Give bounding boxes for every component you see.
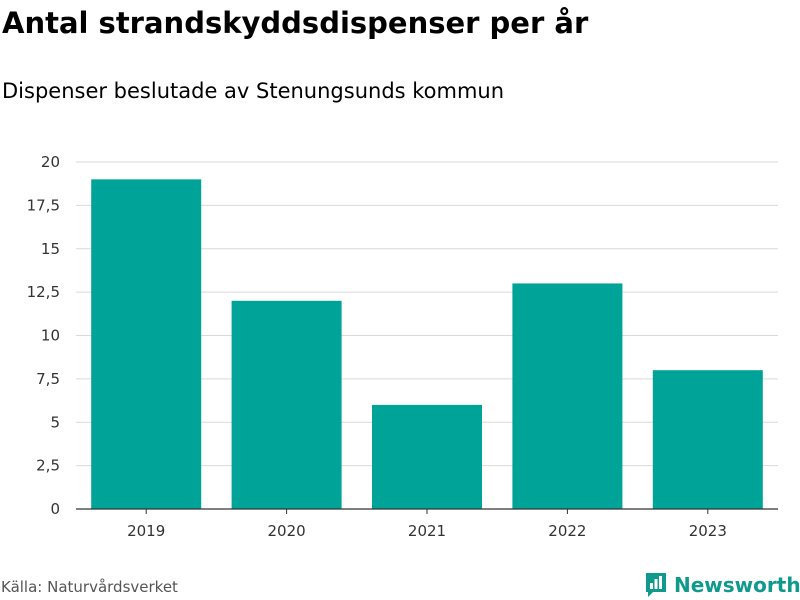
chart-subtitle: Dispenser beslutade av Stenungsunds komm… [2, 79, 505, 103]
bar-2021 [372, 404, 482, 509]
bar-2019 [91, 179, 202, 509]
y-tick-label: 15 [41, 240, 60, 258]
bar-chart: 0 2,5 5 7,5 10 12,5 15 17,5 20 2019 2020 2021 2022 20… [27, 153, 778, 540]
y-tick-label: 20 [41, 153, 60, 171]
bar-2020 [231, 300, 342, 509]
y-tick-label: 2,5 [36, 457, 60, 475]
y-tick-label: 5 [50, 413, 60, 431]
x-tick-label: 2022 [548, 522, 586, 540]
y-tick-label: 0 [50, 500, 60, 518]
bar-2023 [652, 370, 763, 509]
x-tick-label: 2021 [408, 522, 446, 540]
brand: Newsworthy [644, 571, 800, 599]
brand-name: Newsworthy [674, 573, 800, 597]
x-tick-label: 2023 [689, 522, 727, 540]
y-tick-label: 12,5 [27, 283, 60, 301]
y-tick-label: 17,5 [27, 196, 60, 214]
y-tick-label: 10 [41, 327, 60, 345]
x-tick-label: 2019 [127, 522, 165, 540]
chart-title: Antal strandskyddsdispenser per år [2, 6, 589, 40]
source-note: Källa: Naturvårdsverket [1, 578, 178, 596]
newsworthy-logo-icon [646, 573, 666, 597]
bar-2022 [512, 283, 623, 509]
y-tick-label: 7,5 [36, 370, 60, 388]
x-tick-label: 2020 [268, 522, 306, 540]
